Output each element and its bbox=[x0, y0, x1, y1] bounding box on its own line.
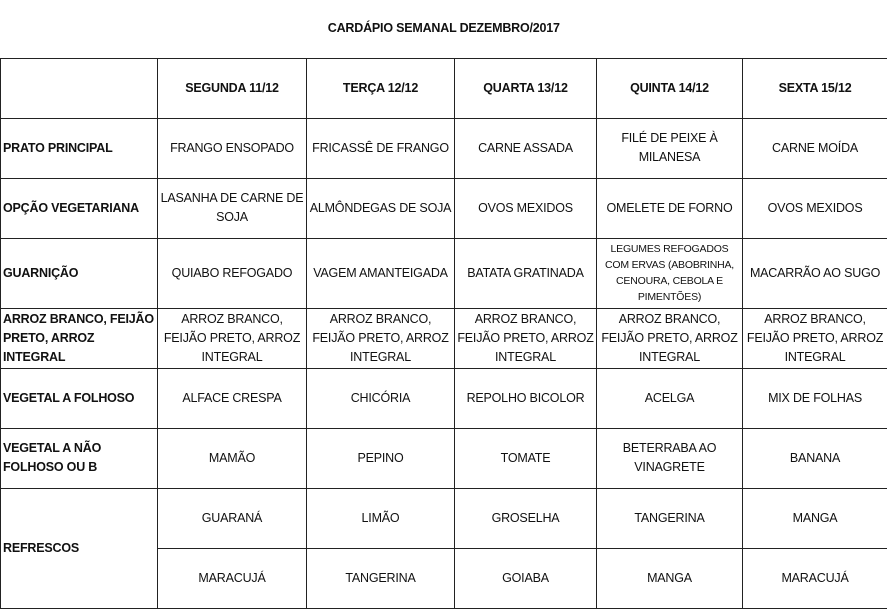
table-cell: VAGEM AMANTEIGADA bbox=[306, 237, 455, 309]
table-row: GUARNIÇÃO QUIABO REFOGADO VAGEM AMANTEIGAD… bbox=[0, 237, 887, 309]
table-cell: LIMÃO bbox=[306, 487, 455, 549]
table-cell: OVOS MEXIDOS bbox=[454, 177, 597, 239]
corner-cell bbox=[0, 57, 158, 119]
table-row: PRATO PRINCIPAL FRANGO ENSOPADO FRICASSÊ D… bbox=[0, 117, 887, 179]
day-header: SEGUNDA 11/12 bbox=[157, 57, 307, 119]
day-header: QUARTA 13/12 bbox=[454, 57, 597, 119]
table-cell: LASANHA DE CARNE DE SOJA bbox=[157, 177, 307, 239]
table-cell: QUIABO REFOGADO bbox=[157, 237, 307, 309]
page-title: CARDÁPIO SEMANAL DEZEMBRO/2017 bbox=[0, 0, 887, 59]
header-row: SEGUNDA 11/12 TERÇA 12/12 QUARTA 13/12 Q… bbox=[0, 57, 887, 119]
table-cell: MAMÃO bbox=[157, 427, 307, 489]
table-cell: GROSELHA bbox=[454, 487, 597, 549]
table-cell: CARNE ASSADA bbox=[454, 117, 597, 179]
table-cell: TANGERINA bbox=[596, 487, 743, 549]
table-row: VEGETAL A NÃO FOLHOSO OU B MAMÃO PEPINO TOM… bbox=[0, 427, 887, 489]
table-cell: ARROZ BRANCO, FEIJÃO PRETO, ARROZ INTEGR… bbox=[741, 307, 887, 369]
day-header: QUINTA 14/12 bbox=[596, 57, 743, 119]
row-label: PRATO PRINCIPAL bbox=[0, 117, 158, 179]
table-cell: GOIABA bbox=[454, 547, 597, 609]
row-label: REFRESCOS bbox=[0, 487, 158, 609]
table-cell: FRANGO ENSOPADO bbox=[157, 117, 307, 179]
table-row: OPÇÃO VEGETARIANA LASANHA DE CARNE DE SOJ… bbox=[0, 177, 887, 239]
table-cell: MANGA bbox=[741, 487, 887, 549]
table-cell: OMELETE DE FORNO bbox=[596, 177, 743, 239]
table-cell: MANGA bbox=[596, 547, 743, 609]
table-row: ARROZ BRANCO, FEIJÃO PRETO, ARROZ INTEGR… bbox=[0, 307, 887, 369]
table-cell: BETERRABA AO VINAGRETE bbox=[596, 427, 743, 489]
row-label: VEGETAL A NÃO FOLHOSO OU B bbox=[0, 427, 158, 489]
row-label: ARROZ BRANCO, FEIJÃO PRETO, ARROZ INTEGR… bbox=[0, 307, 158, 369]
table-cell: LEGUMES REFOGADOS COM ERVAS (ABOBRINHA, … bbox=[596, 237, 743, 309]
table-row: VEGETAL A FOLHOSO ALFACE CRESPA CHICÓRIA RE… bbox=[0, 367, 887, 429]
table-cell: CARNE MOÍDA bbox=[741, 117, 887, 179]
table-cell: FILÉ DE PEIXE À MILANESA bbox=[596, 117, 743, 179]
table-cell: MIX DE FOLHAS bbox=[741, 367, 887, 429]
table-cell: FRICASSÊ DE FRANGO bbox=[306, 117, 455, 179]
table-cell: MACARRÃO AO SUGO bbox=[741, 237, 887, 309]
row-label: GUARNIÇÃO bbox=[0, 237, 158, 309]
table-cell: BANANA bbox=[741, 427, 887, 489]
table-cell: TANGERINA bbox=[306, 547, 455, 609]
table-cell: GUARANÁ bbox=[157, 487, 307, 549]
table-row: MARACUJÁ TANGERINA GOIABA MANGA MARACUJÁ bbox=[1, 547, 887, 609]
table-cell: ARROZ BRANCO, FEIJÃO PRETO, ARROZ INTEGR… bbox=[454, 307, 597, 369]
table-cell: PEPINO bbox=[306, 427, 455, 489]
table-cell: MARACUJÁ bbox=[741, 547, 887, 609]
table-cell: BATATA GRATINADA bbox=[454, 237, 597, 309]
table-row: REFRESCOS GUARANÁ LIMÃO GROSELHA TANGERI… bbox=[0, 487, 887, 609]
day-header: SEXTA 15/12 bbox=[741, 57, 887, 119]
table-cell: ACELGA bbox=[596, 367, 743, 429]
row-label: OPÇÃO VEGETARIANA bbox=[0, 177, 158, 239]
table-cell: TOMATE bbox=[454, 427, 597, 489]
table-cell: ARROZ BRANCO, FEIJÃO PRETO, ARROZ INTEGR… bbox=[596, 307, 743, 369]
table-cell: ALFACE CRESPA bbox=[157, 367, 307, 429]
table-cell: REPOLHO BICOLOR bbox=[454, 367, 597, 429]
table-cell: OVOS MEXIDOS bbox=[741, 177, 887, 239]
table-cell: ALMÔNDEGAS DE SOJA bbox=[306, 177, 455, 239]
row-label: VEGETAL A FOLHOSO bbox=[0, 367, 158, 429]
table-cell: MARACUJÁ bbox=[157, 547, 307, 609]
table-cell: CHICÓRIA bbox=[306, 367, 455, 429]
day-header: TERÇA 12/12 bbox=[306, 57, 455, 119]
table-cell: ARROZ BRANCO, FEIJÃO PRETO, ARROZ INTEGR… bbox=[306, 307, 455, 369]
table-cell: ARROZ BRANCO, FEIJÃO PRETO, ARROZ INTEGR… bbox=[157, 307, 307, 369]
